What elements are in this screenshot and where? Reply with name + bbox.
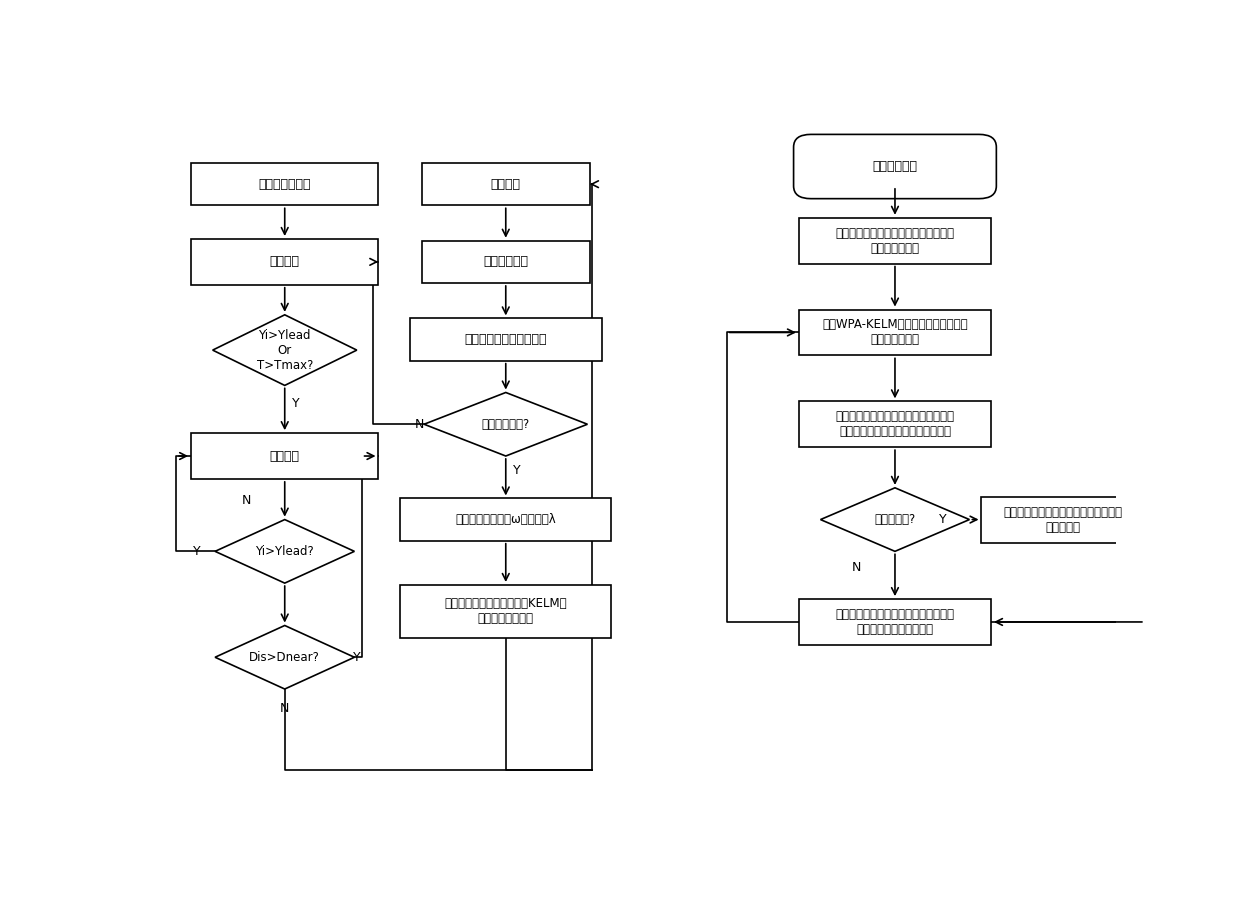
Text: 运输机器人使用限时避障系统，进行快
速避障操作: 运输机器人使用限时避障系统，进行快 速避障操作: [1003, 505, 1122, 534]
FancyBboxPatch shape: [794, 135, 997, 199]
Text: 据猎物分配规则更新狼群: 据猎物分配规则更新狼群: [465, 333, 547, 346]
Text: 遇到障碍物?: 遇到障碍物?: [874, 514, 915, 526]
FancyBboxPatch shape: [982, 497, 1145, 543]
Text: 远程控制系统通过无线信号发送任务命
令到运输机器人: 远程控制系统通过无线信号发送任务命 令到运输机器人: [836, 226, 955, 255]
Polygon shape: [215, 625, 355, 689]
FancyBboxPatch shape: [799, 599, 991, 645]
Polygon shape: [215, 520, 355, 583]
Text: N: N: [280, 702, 289, 715]
Text: 召唤行为: 召唤行为: [270, 449, 300, 462]
Text: N: N: [242, 494, 250, 507]
Polygon shape: [424, 392, 588, 456]
Text: Y: Y: [293, 396, 300, 410]
FancyBboxPatch shape: [799, 217, 991, 263]
Text: 运输任务开始: 运输任务开始: [873, 160, 918, 173]
FancyBboxPatch shape: [191, 239, 378, 285]
Text: 得到最优输出权值ω，核参数λ: 得到最优输出权值ω，核参数λ: [455, 514, 556, 526]
Text: N: N: [414, 418, 424, 431]
Text: Y: Y: [513, 464, 521, 477]
FancyBboxPatch shape: [401, 585, 611, 638]
Text: 到达放物点，放下运输物品，发送任务
完成信号，并返回待命点: 到达放物点，放下运输物品，发送任务 完成信号，并返回待命点: [836, 608, 955, 636]
Text: Yi>Ylead?: Yi>Ylead?: [255, 545, 314, 558]
FancyBboxPatch shape: [401, 499, 611, 541]
FancyBboxPatch shape: [799, 310, 991, 356]
Text: 使用WPA-KELM模型得到最优路径，并
对全程进行配速: 使用WPA-KELM模型得到最优路径，并 对全程进行配速: [822, 318, 967, 347]
FancyBboxPatch shape: [191, 433, 378, 479]
Polygon shape: [213, 315, 357, 385]
FancyBboxPatch shape: [422, 163, 590, 205]
Text: 更新头狼位置: 更新头狼位置: [484, 255, 528, 269]
FancyBboxPatch shape: [799, 402, 991, 447]
Text: 初始化狼群算法: 初始化狼群算法: [258, 178, 311, 191]
Text: Y: Y: [192, 545, 200, 558]
Text: N: N: [852, 561, 862, 574]
Text: Yi>Ylead
Or
T>Tmax?: Yi>Ylead Or T>Tmax?: [257, 328, 312, 371]
Text: Y: Y: [939, 514, 947, 526]
Text: Y: Y: [353, 651, 361, 664]
Text: 使用狼群算法优化的，训练KELM网
络，直至函数收敛: 使用狼群算法优化的，训练KELM网 络，直至函数收敛: [444, 597, 567, 625]
Text: 满足终止条件?: 满足终止条件?: [481, 418, 529, 431]
FancyBboxPatch shape: [191, 163, 378, 205]
Text: Dis>Dnear?: Dis>Dnear?: [249, 651, 320, 664]
Text: 围攻行为: 围攻行为: [491, 178, 521, 191]
FancyBboxPatch shape: [409, 318, 601, 360]
Polygon shape: [821, 488, 970, 551]
Text: 运输机器人从原始待命点出发，沿最优
路径行进，经过路径点进行坐标纠正: 运输机器人从原始待命点出发，沿最优 路径行进，经过路径点进行坐标纠正: [836, 410, 955, 438]
Text: 游走行为: 游走行为: [270, 255, 300, 269]
FancyBboxPatch shape: [422, 240, 590, 283]
